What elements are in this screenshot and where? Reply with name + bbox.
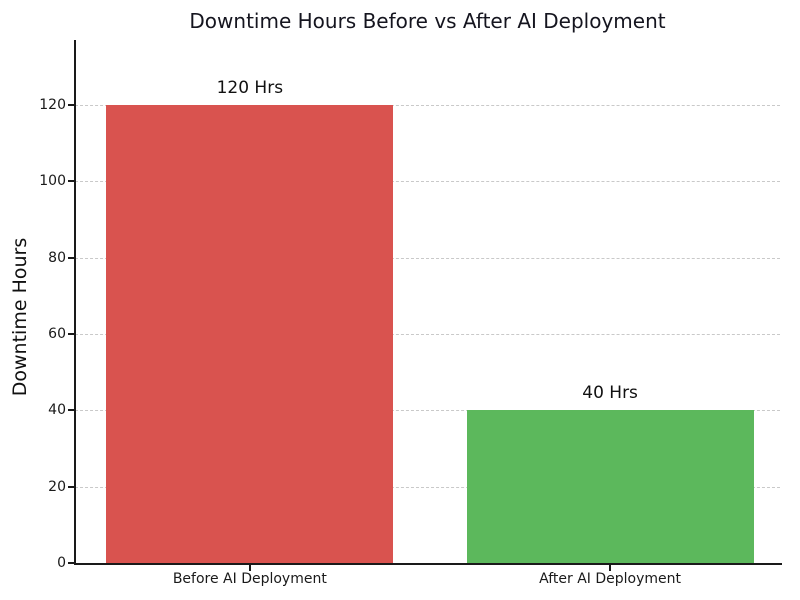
bar-value-label: 40 Hrs (582, 383, 638, 404)
y-tick-label: 100 (39, 173, 66, 190)
gridline (75, 181, 780, 183)
y-tick-mark (68, 562, 74, 564)
y-tick-mark (68, 256, 74, 259)
x-tick-label: Before AI Deployment (172, 571, 327, 587)
y-tick-mark (68, 409, 74, 412)
gridline (75, 257, 780, 259)
y-tick-mark (68, 332, 74, 335)
y-tick-label: 80 (48, 249, 66, 266)
y-axis-spine (74, 40, 76, 565)
gridline (75, 410, 780, 412)
y-tick-label: 60 (48, 325, 66, 342)
y-tick-mark (68, 180, 74, 183)
y-tick-mark (68, 485, 74, 488)
gridline (75, 486, 780, 488)
bar-value-label: 120 Hrs (216, 77, 284, 98)
y-tick-mark (68, 103, 74, 106)
plot-area (75, 40, 780, 563)
y-tick-label: 0 (57, 555, 66, 571)
x-tick-label: After AI Deployment (539, 571, 682, 587)
x-tick-mark (248, 565, 251, 571)
x-tick-mark (609, 565, 612, 571)
y-tick-label: 120 (39, 96, 66, 113)
x-axis-spine (74, 563, 782, 565)
gridline (75, 333, 780, 335)
y-tick-label: 20 (48, 478, 66, 495)
y-tick-label: 40 (48, 402, 66, 419)
gridline (75, 104, 780, 106)
bar-1 (466, 410, 754, 563)
chart-title: Downtime Hours Before vs After AI Deploy… (189, 9, 666, 33)
bar-0 (106, 104, 394, 563)
